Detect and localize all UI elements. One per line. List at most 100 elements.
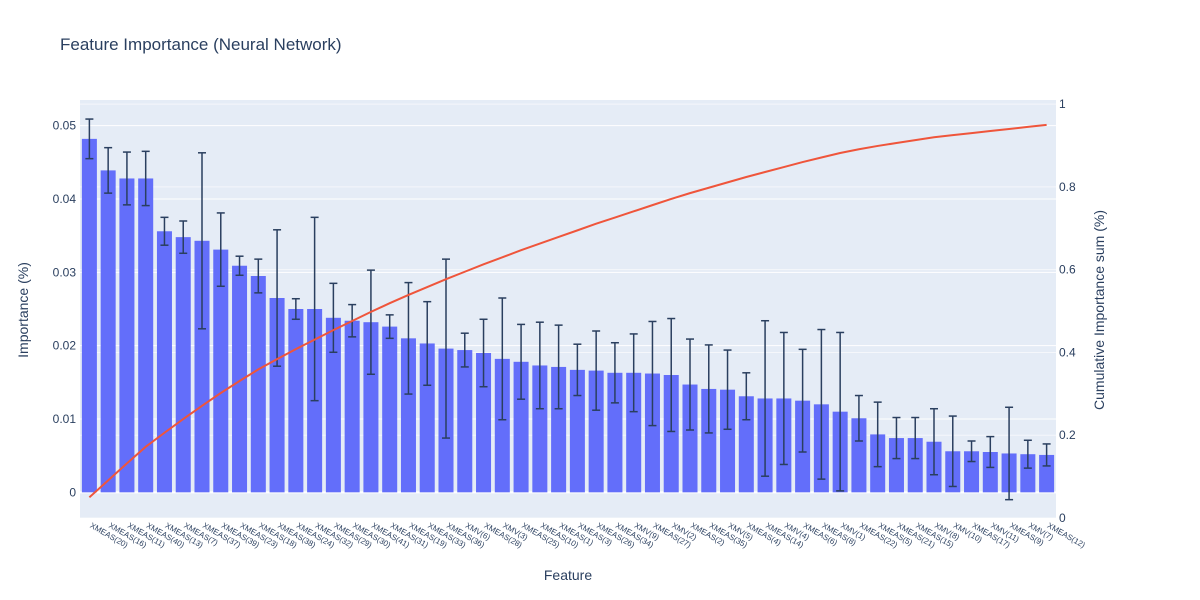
error-bar: [366, 269, 375, 376]
bar: [476, 353, 492, 493]
bar: [382, 326, 398, 493]
bar: [982, 452, 998, 493]
cumulative-line-path: [88, 123, 1047, 499]
bar: [250, 276, 266, 493]
error-bar: [873, 401, 882, 468]
bar: [194, 240, 210, 493]
x-axis-ticks: XMEAS(20)XMEAS(16)XMEAS(11)XMEAS(40)XMEA…: [88, 521, 1087, 550]
bar: [156, 231, 172, 493]
bar: [494, 358, 510, 493]
bar: [682, 384, 698, 493]
error-bar: [836, 331, 845, 492]
y2-tick-label: 0.2: [1059, 428, 1076, 442]
error-bar: [122, 151, 131, 206]
error-bar: [761, 319, 770, 477]
error-bar: [179, 220, 188, 255]
bar: [569, 369, 585, 493]
y-tick-label: 0.01: [53, 412, 77, 426]
bar: [513, 361, 529, 493]
error-bar: [798, 348, 807, 453]
y-axis-ticks: 0 0.01 0.02 0.03 0.04 0.05: [53, 119, 77, 500]
error-bar: [1023, 439, 1032, 469]
error-bar: [686, 338, 694, 431]
error-bar: [198, 152, 206, 330]
y2-axis-title: Cumulative Importance sum (%): [1091, 210, 1107, 410]
bar: [551, 366, 567, 493]
y2-tick-label: 1: [1059, 97, 1066, 111]
error-bar: [704, 344, 713, 434]
bar: [400, 338, 416, 493]
bar: [907, 438, 923, 493]
bar: [269, 298, 285, 493]
bar: [1020, 454, 1036, 493]
error-bar: [404, 281, 413, 395]
error-bar: [667, 317, 676, 433]
error-bar: [629, 333, 638, 413]
y2-tick-label: 0.8: [1059, 180, 1076, 194]
y2-tick-label: 0: [1059, 511, 1066, 525]
bar: [644, 373, 660, 493]
bar: [325, 317, 341, 493]
error-bar: [817, 328, 826, 480]
error-bar: [235, 255, 244, 277]
bar: [81, 138, 97, 493]
y2-tick-label: 0.4: [1059, 345, 1076, 359]
bar: [232, 265, 248, 493]
error-bar: [273, 229, 282, 367]
error-bar: [104, 146, 113, 194]
bar: [119, 178, 135, 493]
error-bar: [160, 216, 169, 246]
error-bar: [592, 330, 601, 411]
bar: [851, 418, 867, 493]
error-bar: [1042, 443, 1051, 467]
bar: [344, 320, 360, 493]
error-bar: [442, 258, 450, 439]
error-bar: [141, 150, 150, 207]
bar: [213, 249, 229, 493]
error-bar: [892, 416, 901, 460]
bar: [701, 388, 717, 493]
error-bar: [610, 341, 619, 404]
bar: [663, 375, 679, 493]
error-bar: [423, 300, 432, 387]
bar: [457, 350, 473, 493]
bar: [100, 170, 116, 493]
error-bar: [498, 297, 507, 421]
chart-title: Feature Importance (Neural Network): [60, 35, 342, 54]
bar: [588, 370, 604, 493]
error-bar: [723, 349, 732, 431]
error-bar: [986, 435, 995, 469]
error-bar: [854, 394, 863, 442]
error-bar: [291, 297, 300, 321]
bar: [626, 372, 642, 493]
y-tick-label: 0.03: [53, 265, 77, 279]
error-bar: [479, 318, 488, 388]
error-bar: [948, 415, 957, 488]
y-tick-label: 0.04: [53, 192, 77, 206]
bar: [419, 343, 435, 493]
error-bar: [310, 216, 319, 402]
bar: [138, 178, 154, 493]
y-axis-title: Importance (%): [15, 262, 31, 358]
y-tick-label: 0.05: [53, 119, 77, 133]
bar: [288, 309, 304, 493]
error-bar: [930, 407, 938, 476]
error-bar: [648, 320, 657, 427]
bar: [532, 365, 548, 493]
cumulative-line: [88, 123, 1047, 499]
error-bar: [385, 314, 394, 340]
error-bar: [573, 343, 582, 397]
x-axis-title: Feature: [544, 567, 592, 583]
bar: [1039, 454, 1055, 493]
error-bar: [967, 440, 976, 463]
error-bars: [85, 118, 1051, 501]
error-bar: [85, 118, 94, 160]
error-bar: [1005, 406, 1014, 501]
error-bar: [742, 372, 751, 421]
error-bar: [911, 416, 920, 460]
bar: [175, 237, 191, 493]
error-bar: [554, 324, 563, 410]
bar: [720, 389, 736, 493]
